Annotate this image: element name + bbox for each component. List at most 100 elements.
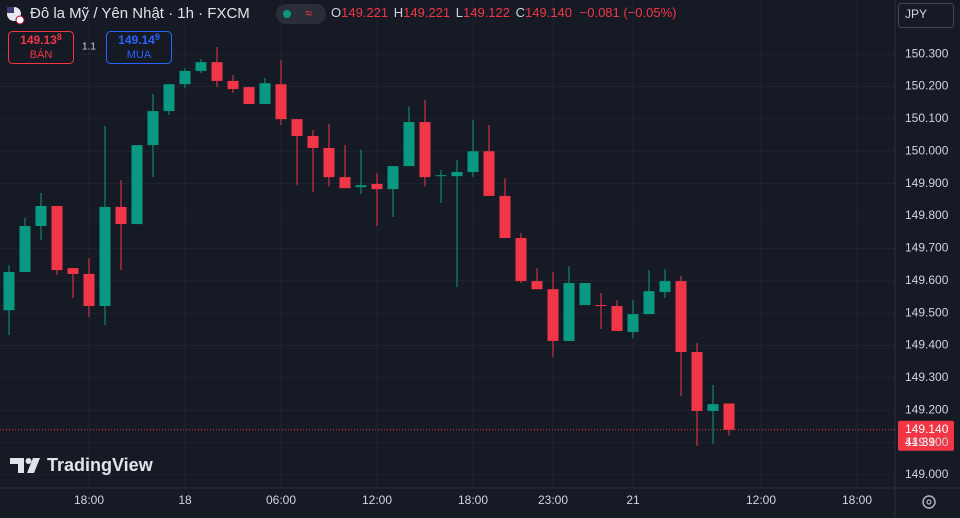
candle-body (83, 273, 95, 307)
candle-body (419, 122, 431, 178)
last-price-label: 149.140 (905, 422, 949, 436)
candle-body (515, 238, 527, 282)
sell-price: 149.138 (20, 32, 62, 47)
currency: JPY (905, 7, 927, 21)
ohlc-value: 149.221 (341, 5, 388, 20)
sell-label: BÁN (30, 48, 53, 61)
ohlc-key: L (456, 5, 463, 20)
candle-body (67, 268, 79, 274)
logo-icon (25, 458, 32, 464)
x-tick-label: 18:00 (842, 493, 872, 507)
candle-body (675, 281, 687, 352)
status-pill[interactable] (276, 4, 326, 24)
candle-body (707, 404, 719, 411)
buy-pip: 9 (155, 32, 160, 42)
ohlc-key: C (516, 5, 525, 20)
x-tick-label: 12:00 (746, 493, 776, 507)
candle-body (291, 119, 303, 137)
y-tick-label: 149.600 (905, 273, 949, 287)
candle-body (99, 206, 111, 307)
symbol-title[interactable]: Đô la Mỹ / Yên Nhật · 1h · FXCM (30, 5, 250, 22)
candle-body (691, 351, 703, 411)
buy-price: 149.14 (118, 33, 155, 47)
candle-body (19, 226, 31, 273)
candle-body (483, 151, 495, 196)
candle-body (723, 403, 735, 430)
x-tick-label: 06:00 (266, 493, 296, 507)
settings-icon (926, 499, 932, 505)
flag-icon (15, 15, 25, 25)
settings-icon[interactable] (922, 495, 936, 509)
candle-body (195, 62, 207, 71)
x-tick-label: 23:00 (538, 493, 568, 507)
candle-body (227, 80, 239, 90)
ohlc-legend: O149.221 H149.221 L149.122 C149.140 −0.0… (331, 5, 677, 20)
candle-body (179, 70, 191, 85)
ohlc-value: 149.122 (463, 5, 510, 20)
buy-button[interactable] (106, 31, 172, 64)
x-tick-label: 18:00 (458, 493, 488, 507)
candle-body (595, 305, 607, 307)
currency-button[interactable] (898, 3, 954, 28)
candle-body (259, 83, 271, 104)
ohlc-key: H (394, 5, 403, 20)
y-tick-label: 149.700 (905, 241, 949, 255)
x-tick-label: 18 (178, 493, 192, 507)
candle-body (275, 84, 287, 120)
candles (3, 46, 735, 446)
candle-body (611, 306, 623, 331)
y-tick-label: 149.300 (905, 370, 949, 384)
candle-body (643, 291, 655, 315)
y-tick-label: 150.000 (905, 143, 949, 157)
candle-body (547, 289, 559, 341)
x-tick-label: 12:00 (362, 493, 392, 507)
candle-body (579, 283, 591, 306)
last-price-box (898, 420, 954, 451)
ohlc-key: O (331, 5, 341, 20)
candle-body (451, 171, 463, 177)
candle-body (467, 151, 479, 172)
candle-body (355, 185, 367, 188)
candle-body (499, 195, 511, 239)
candle-body (627, 314, 639, 332)
candle-body (163, 84, 175, 112)
y-tick-label: 150.100 (905, 111, 949, 125)
sell-price: 149.13 (20, 33, 57, 47)
sell-pip: 8 (57, 32, 62, 42)
y-tick-label: 149.800 (905, 208, 949, 222)
candle-body (3, 272, 15, 311)
candle-body (387, 166, 399, 190)
buy-label: MUA (127, 49, 152, 61)
candle-body (323, 147, 335, 178)
logo-text: TradingView (47, 455, 154, 475)
y-tick-label: 149.200 (905, 402, 949, 416)
candle-body (659, 281, 671, 293)
y-tick-label: 149.500 (905, 305, 949, 319)
status-icon: ≈ (305, 5, 312, 20)
candle-body (35, 205, 47, 227)
logo-icon (10, 458, 40, 473)
candle-body (147, 111, 159, 146)
y-tick-label: 150.300 (905, 46, 949, 60)
candle-body (403, 122, 415, 167)
y-tick-label: 149.400 (905, 338, 949, 352)
market-open-dot (283, 10, 291, 18)
ohlc-value: 149.140 (525, 5, 572, 20)
candle-body (371, 183, 383, 190)
candle-body (435, 175, 447, 177)
sell-button[interactable] (8, 31, 74, 64)
spread: 1.1 (82, 42, 96, 53)
buy-price: 149.149 (118, 32, 160, 47)
candle-body (115, 206, 127, 225)
candle-body (211, 62, 223, 81)
y-tick-label: 149.900 (905, 176, 949, 190)
candle-body (51, 205, 63, 271)
flag-icon (7, 7, 14, 13)
candle-body (531, 281, 543, 290)
y-tick-label: 149.000 (905, 467, 949, 481)
candle-body (339, 177, 351, 189)
